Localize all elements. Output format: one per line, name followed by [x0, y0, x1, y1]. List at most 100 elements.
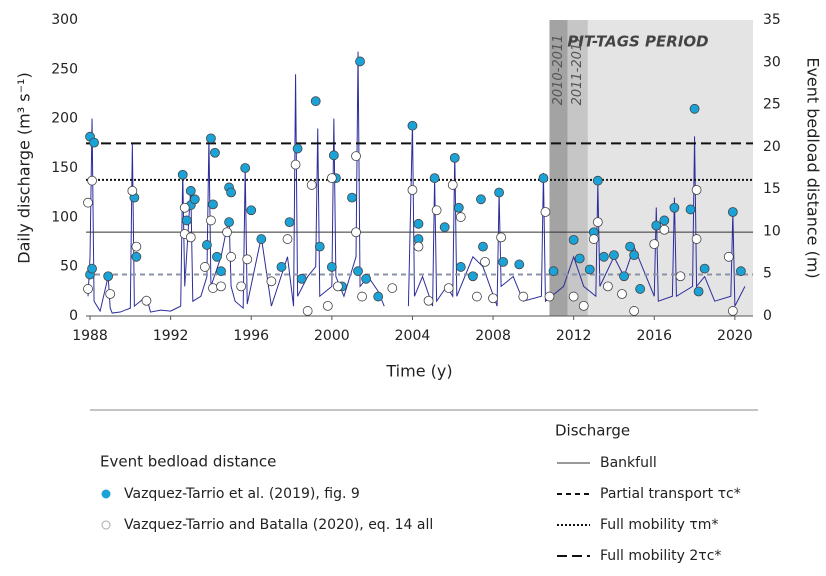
bedload-point — [353, 266, 363, 277]
bedload-point — [236, 281, 247, 292]
bedload-point — [131, 251, 142, 262]
bedload-point — [226, 187, 236, 198]
bedload-point — [224, 217, 234, 228]
y-tick-label: 200 — [51, 111, 78, 127]
legend-title: Event bedload distance — [100, 453, 276, 471]
bedload-point — [727, 306, 738, 316]
bedload-point — [314, 241, 325, 252]
bedload-point — [538, 173, 549, 184]
bedload-point — [407, 185, 418, 195]
bedload-point — [578, 300, 589, 311]
bedload-point — [439, 222, 450, 233]
y2-tick-label: 0 — [763, 308, 772, 324]
legend-label: Bankfull — [600, 455, 657, 471]
bedload-point — [131, 241, 142, 252]
y-tick-label: 50 — [60, 259, 78, 275]
bedload-point — [429, 173, 440, 184]
bedload-point — [447, 180, 458, 190]
bedload-point — [478, 241, 488, 252]
bedload-point — [494, 187, 504, 198]
bedload-point — [675, 271, 686, 282]
bedload-point — [699, 263, 710, 274]
bedload-point — [691, 185, 702, 195]
bedload-point — [292, 143, 303, 154]
bedload-point — [256, 234, 267, 244]
bedload-point — [242, 254, 253, 265]
bedload-point — [387, 283, 398, 293]
bedload-point — [629, 306, 640, 316]
legend-title: Discharge — [555, 422, 630, 440]
bedload-point — [266, 276, 277, 287]
bedload-point — [208, 283, 218, 293]
bedload-point — [693, 286, 704, 297]
bedload-point — [727, 207, 738, 217]
bedload-point — [284, 217, 295, 228]
y-axis-label: Daily discharge (m³ s⁻¹) — [15, 72, 34, 263]
bedload-point — [373, 291, 384, 302]
bedload-point — [635, 284, 646, 294]
bedload-point — [89, 137, 99, 148]
bedload-point — [296, 273, 307, 284]
bedload-point — [310, 96, 321, 107]
bedload-point — [208, 199, 218, 210]
bedload-point — [598, 251, 609, 262]
x-tick-label: 2016 — [636, 328, 672, 344]
bedload-point — [443, 283, 454, 293]
bedload-point — [226, 251, 236, 262]
bedload-point — [302, 306, 313, 316]
bedload-point — [199, 262, 210, 272]
bedload-point — [453, 202, 464, 213]
bedload-point — [472, 291, 482, 302]
bedload-point — [189, 194, 200, 205]
y2-tick-label: 15 — [763, 181, 781, 197]
bedload-point — [212, 251, 222, 262]
bedload-point — [127, 185, 138, 196]
bedload-point — [540, 207, 551, 217]
bedload-point — [206, 133, 216, 144]
x-tick-label: 1988 — [72, 328, 108, 344]
x-tick-label: 1992 — [153, 328, 189, 344]
bedload-point — [246, 205, 257, 216]
bedload-point — [514, 259, 525, 270]
x-tick-label: 2000 — [314, 328, 350, 344]
bedload-point — [87, 263, 97, 274]
bedload-point — [347, 192, 357, 203]
bedload-point — [659, 215, 670, 226]
bedload-point — [480, 256, 490, 267]
bedload-point — [609, 250, 619, 261]
bedload-point — [185, 232, 196, 243]
bedload-point — [423, 295, 434, 306]
bedload-point — [468, 271, 478, 282]
x-tick-label: 2004 — [395, 328, 431, 344]
bedload-point — [584, 264, 595, 275]
bedload-point — [455, 262, 466, 272]
legend-label: Full mobility 2τc* — [600, 548, 721, 564]
bedload-point — [449, 152, 460, 163]
bedload-point — [592, 175, 603, 186]
bedload-point — [488, 293, 498, 304]
bedload-point — [83, 197, 93, 208]
bedload-point — [574, 253, 585, 264]
x-tick-label: 2020 — [717, 328, 753, 344]
legend-label: Full mobility τm* — [600, 517, 718, 533]
bedload-point — [185, 185, 196, 196]
bedload-point — [103, 271, 114, 282]
legend-marker — [101, 520, 111, 530]
bedload-point — [322, 300, 333, 311]
bedload-point — [276, 262, 287, 272]
y-tick-label: 0 — [69, 308, 78, 324]
bedload-point — [736, 266, 746, 277]
legend-label: Vazquez-Tarrio et al. (2019), fig. 9 — [124, 486, 360, 502]
y-tick-label: 250 — [51, 61, 78, 77]
bedload-point — [625, 241, 635, 252]
bedload-point — [83, 284, 93, 294]
bedload-point — [649, 239, 660, 250]
bedload-point — [548, 266, 559, 277]
bedload-point — [105, 289, 116, 299]
bedload-point — [588, 234, 599, 244]
legend-label: Vazquez-Tarrio and Batalla (2020), eq. 1… — [124, 517, 433, 533]
bedload-point — [357, 291, 367, 302]
bedload-point — [603, 281, 613, 292]
bedload-point — [222, 227, 232, 238]
